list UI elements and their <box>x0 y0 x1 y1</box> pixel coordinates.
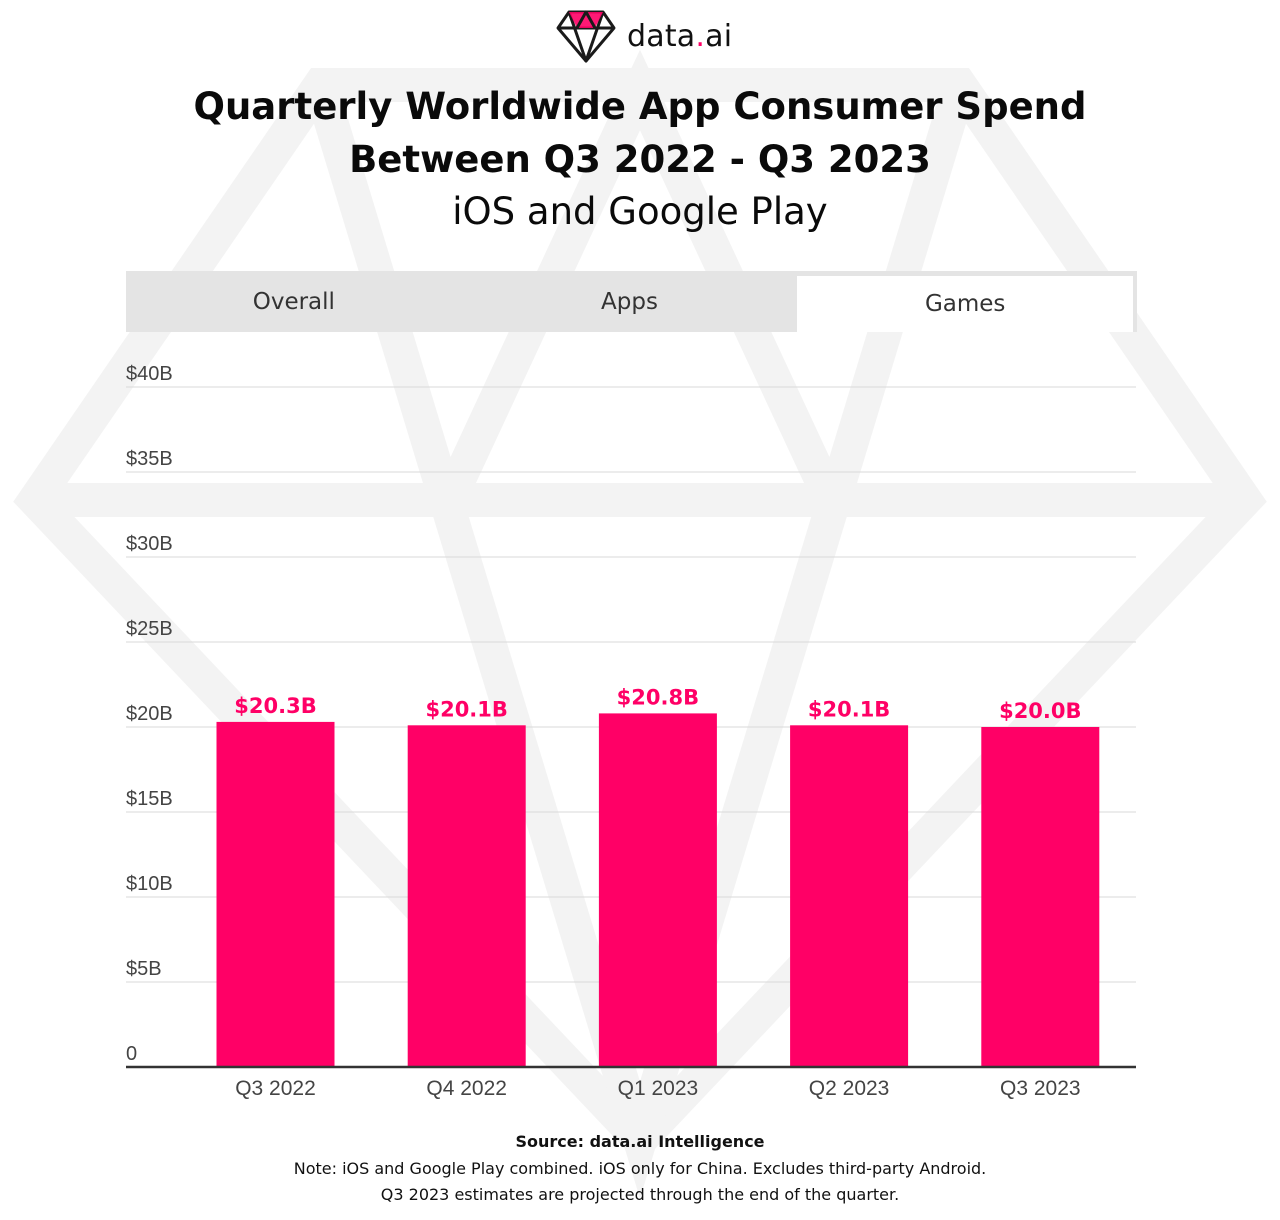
y-tick-label: $40B <box>126 363 173 385</box>
x-tick-label: Q3 2023 <box>1000 1077 1081 1100</box>
logo: data.ai <box>555 8 732 64</box>
tab-games-label: Games <box>924 291 1006 317</box>
y-tick-label: $30B <box>126 533 173 555</box>
data-label: $20.1B <box>425 697 507 721</box>
bar <box>598 713 717 1067</box>
data-label: $20.3B <box>234 694 316 718</box>
tab-apps[interactable]: Apps <box>462 271 798 332</box>
bar <box>407 725 526 1067</box>
bar <box>790 725 909 1067</box>
y-tick-label: $10B <box>126 873 173 895</box>
data-label: $20.1B <box>808 697 890 721</box>
tab-overall-label: Overall <box>252 288 335 315</box>
tab-overall[interactable]: Overall <box>126 271 462 332</box>
diamond-icon <box>556 10 616 63</box>
chart-title: Quarterly Worldwide App Consumer Spend B… <box>0 80 1280 186</box>
note-text-1: Note: iOS and Google Play combined. iOS … <box>293 1158 987 1178</box>
category-tabs: Overall Apps Games <box>126 271 1137 332</box>
note-text-2: Q3 2023 estimates are projected through … <box>380 1185 900 1204</box>
tab-apps-label: Apps <box>601 288 658 315</box>
data-label: $20.8B <box>617 685 699 709</box>
data-label: $20.0B <box>999 699 1081 723</box>
y-tick-label: $20B <box>126 703 173 725</box>
x-tick-label: Q1 2023 <box>618 1077 699 1100</box>
y-tick-label: 0 <box>126 1043 137 1065</box>
x-tick-label: Q3 2022 <box>235 1077 316 1100</box>
y-tick-label: $15B <box>126 788 173 810</box>
y-tick-label: $25B <box>126 618 173 640</box>
footer: Source: data.ai Intelligence Note: iOS a… <box>0 1129 1280 1209</box>
chart-subtitle: iOS and Google Play <box>452 190 828 233</box>
y-tick-label: $5B <box>126 958 162 980</box>
tab-games[interactable]: Games <box>797 276 1134 332</box>
title-line-2: Between Q3 2022 - Q3 2023 <box>349 138 931 181</box>
x-tick-label: Q4 2022 <box>426 1077 507 1100</box>
source-text: Source: data.ai Intelligence <box>515 1132 765 1151</box>
x-tick-label: Q2 2023 <box>809 1077 890 1100</box>
bar <box>216 721 335 1067</box>
bar <box>981 727 1100 1067</box>
logo-text: data.ai <box>627 18 733 54</box>
title-line-1: Quarterly Worldwide App Consumer Spend <box>193 85 1087 128</box>
y-tick-label: $35B <box>126 448 173 470</box>
